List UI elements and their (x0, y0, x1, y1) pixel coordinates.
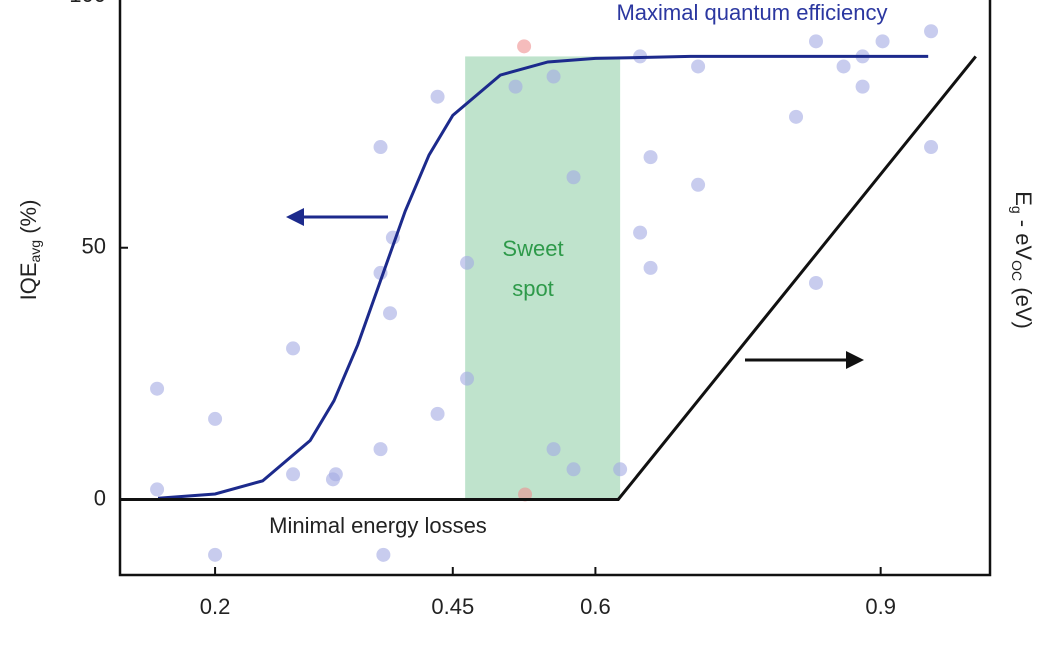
data-point (328, 467, 343, 482)
data-point (836, 59, 851, 74)
band-label: spot (512, 276, 554, 301)
data-point (643, 150, 658, 165)
data-point (855, 79, 870, 94)
x-tick-label: 0.9 (865, 594, 896, 619)
data-point (517, 39, 532, 54)
data-point (208, 547, 223, 562)
scatter-layer (150, 24, 939, 562)
data-point (150, 381, 165, 396)
data-point (430, 406, 445, 421)
data-point (430, 89, 445, 104)
curve (157, 54, 929, 500)
label-part: (%) (16, 200, 41, 240)
x-tick-label: 0.45 (431, 594, 474, 619)
x-tick-label: 0.2 (200, 594, 231, 619)
data-point (150, 482, 165, 497)
data-point (376, 547, 391, 562)
sweet-spot-band (465, 56, 621, 500)
data-point (566, 462, 581, 477)
data-point (643, 260, 658, 275)
y2-axis-label: Eg - eVOC (eV) (1009, 191, 1036, 329)
y-tick-label: 100 (69, 0, 106, 7)
data-point (566, 170, 581, 185)
label-part: (eV) (1011, 281, 1036, 329)
curve (120, 55, 977, 501)
data-point (286, 341, 301, 356)
data-point (924, 140, 939, 155)
curve-layer (120, 54, 977, 501)
data-point (613, 462, 628, 477)
data-point (383, 306, 398, 321)
data-point (875, 34, 890, 49)
data-point (633, 225, 648, 240)
data-point (691, 59, 706, 74)
annotation-top: Maximal quantum efficiency (616, 0, 887, 25)
data-point (508, 79, 523, 94)
data-point (373, 140, 388, 155)
x-tick-label: 0.6 (580, 594, 611, 619)
data-point (691, 177, 706, 192)
data-point (460, 371, 475, 386)
data-point (208, 411, 223, 426)
label-part: OC (1009, 260, 1025, 281)
data-point (789, 109, 804, 124)
band-label: Sweet (502, 236, 563, 261)
data-point (924, 24, 939, 39)
band-layer (465, 56, 621, 500)
label-part: IQE (16, 263, 41, 301)
data-point (460, 255, 475, 270)
data-point (546, 69, 561, 84)
label-part: avg (27, 240, 43, 263)
data-point (373, 442, 388, 457)
plot-frame (118, 0, 992, 577)
data-point (809, 34, 823, 49)
label-part: g (1009, 206, 1025, 214)
annotation-bottom: Minimal energy losses (269, 513, 487, 538)
y-tick-label: 50 (82, 234, 106, 259)
y-axis-label: IQEavg (%) (16, 200, 43, 301)
data-point (809, 275, 823, 290)
label-part: E (1011, 191, 1036, 206)
data-point (518, 487, 533, 502)
data-point (546, 442, 561, 457)
data-point (286, 467, 301, 482)
y-tick-label: 0 (94, 485, 106, 510)
label-part: - eV (1011, 214, 1036, 261)
